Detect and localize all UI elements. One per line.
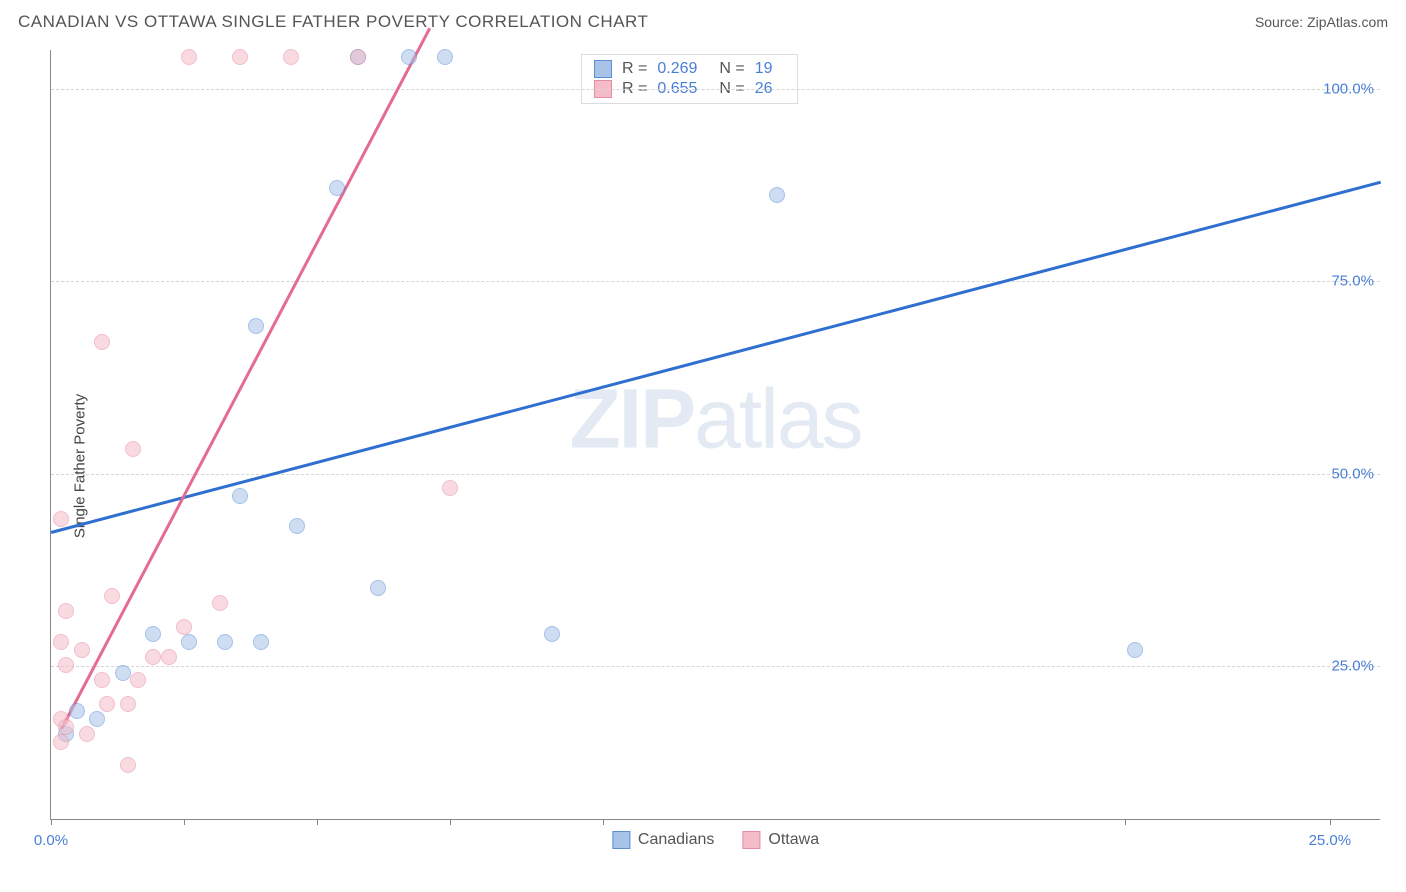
x-tick bbox=[603, 819, 604, 825]
gridline bbox=[51, 281, 1380, 282]
data-point bbox=[283, 49, 299, 65]
legend-series-label: Ottawa bbox=[768, 831, 819, 849]
data-point bbox=[120, 696, 136, 712]
chart-title: CANADIAN VS OTTAWA SINGLE FATHER POVERTY… bbox=[18, 12, 648, 32]
data-point bbox=[437, 49, 453, 65]
y-tick-label: 100.0% bbox=[1323, 80, 1374, 97]
n-value: 19 bbox=[755, 60, 773, 78]
r-value: 0.269 bbox=[657, 60, 697, 78]
x-tick bbox=[51, 819, 52, 825]
data-point bbox=[79, 726, 95, 742]
data-point bbox=[94, 672, 110, 688]
x-tick-label: 25.0% bbox=[1309, 832, 1352, 849]
legend-swatch bbox=[742, 831, 760, 849]
legend-swatch bbox=[594, 60, 612, 78]
data-point bbox=[544, 626, 560, 642]
y-tick-label: 75.0% bbox=[1331, 273, 1374, 290]
data-point bbox=[53, 734, 69, 750]
data-point bbox=[120, 757, 136, 773]
data-point bbox=[53, 634, 69, 650]
watermark-atlas: atlas bbox=[694, 372, 861, 466]
plot-region: ZIPatlas R =0.269N =19R =0.655N =26 Cana… bbox=[50, 50, 1380, 820]
trend-line bbox=[51, 181, 1382, 534]
data-point bbox=[769, 187, 785, 203]
chart-area: Single Father Poverty ZIPatlas R =0.269N… bbox=[0, 40, 1406, 892]
x-tick bbox=[1125, 819, 1126, 825]
gridline bbox=[51, 474, 1380, 475]
data-point bbox=[130, 672, 146, 688]
data-point bbox=[58, 603, 74, 619]
data-point bbox=[161, 649, 177, 665]
data-point bbox=[94, 334, 110, 350]
watermark-zip: ZIP bbox=[569, 372, 694, 466]
legend-swatch bbox=[612, 831, 630, 849]
data-point bbox=[145, 649, 161, 665]
data-point bbox=[442, 480, 458, 496]
trend-line bbox=[60, 28, 431, 730]
y-tick-label: 50.0% bbox=[1331, 465, 1374, 482]
gridline bbox=[51, 89, 1380, 90]
x-tick bbox=[450, 819, 451, 825]
legend-stats: R =0.269N =19R =0.655N =26 bbox=[581, 54, 798, 104]
data-point bbox=[99, 696, 115, 712]
data-point bbox=[53, 511, 69, 527]
data-point bbox=[58, 657, 74, 673]
data-point bbox=[253, 634, 269, 650]
legend-series-item: Ottawa bbox=[742, 831, 819, 849]
data-point bbox=[370, 580, 386, 596]
legend-series-item: Canadians bbox=[612, 831, 715, 849]
x-tick bbox=[317, 819, 318, 825]
y-tick-label: 25.0% bbox=[1331, 658, 1374, 675]
data-point bbox=[232, 49, 248, 65]
legend-series: Canadians Ottawa bbox=[612, 831, 819, 849]
data-point bbox=[248, 318, 264, 334]
data-point bbox=[217, 634, 233, 650]
data-point bbox=[145, 626, 161, 642]
data-point bbox=[58, 719, 74, 735]
n-label: N = bbox=[719, 60, 744, 78]
data-point bbox=[232, 488, 248, 504]
data-point bbox=[289, 518, 305, 534]
x-tick-label: 0.0% bbox=[34, 832, 68, 849]
data-point bbox=[212, 595, 228, 611]
data-point bbox=[89, 711, 105, 727]
data-point bbox=[1127, 642, 1143, 658]
gridline bbox=[51, 666, 1380, 667]
x-tick bbox=[184, 819, 185, 825]
r-label: R = bbox=[622, 60, 647, 78]
legend-stat-row: R = 0.269 N = 19 bbox=[594, 59, 785, 79]
data-point bbox=[401, 49, 417, 65]
data-point bbox=[181, 49, 197, 65]
data-point bbox=[69, 703, 85, 719]
data-point bbox=[115, 665, 131, 681]
chart-header: CANADIAN VS OTTAWA SINGLE FATHER POVERTY… bbox=[0, 0, 1406, 38]
data-point bbox=[181, 634, 197, 650]
data-point bbox=[329, 180, 345, 196]
data-point bbox=[74, 642, 90, 658]
data-point bbox=[176, 619, 192, 635]
legend-series-label: Canadians bbox=[638, 831, 715, 849]
data-point bbox=[125, 441, 141, 457]
x-tick bbox=[1330, 819, 1331, 825]
chart-source: Source: ZipAtlas.com bbox=[1255, 14, 1388, 30]
data-point bbox=[350, 49, 366, 65]
data-point bbox=[104, 588, 120, 604]
